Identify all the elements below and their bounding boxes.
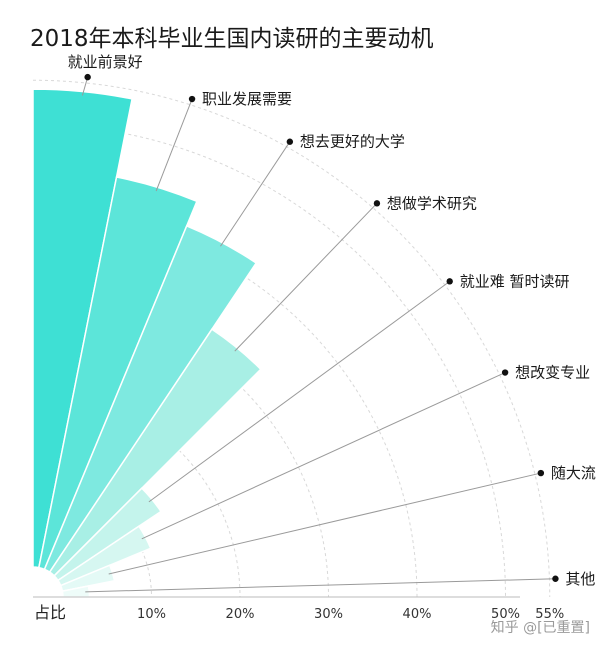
leader-line [148, 280, 450, 503]
category-label: 想改变专业 [515, 364, 590, 382]
label-dot [188, 95, 196, 103]
x-tick-label: 55% [535, 607, 564, 622]
label-dot [537, 469, 545, 477]
x-axis-label: 占比 [34, 603, 66, 622]
category-label: 想做学术研究 [387, 194, 477, 212]
category-label: 其他 [565, 570, 595, 588]
label-dot [373, 200, 381, 207]
category-label: 就业难 暂时读研 [460, 272, 570, 290]
leader-lines [81, 73, 559, 593]
bar-sector [56, 525, 152, 587]
bars [32, 88, 262, 598]
grid-arc [32, 212, 418, 598]
label-dot [446, 278, 453, 285]
bar-sector [37, 176, 198, 571]
bar-sector [59, 564, 116, 593]
grid-arc [32, 124, 506, 598]
category-label: 想去更好的大学 [300, 133, 405, 151]
label-dot [501, 369, 509, 376]
category-label: 就业前景好 [68, 53, 143, 71]
leader-line [108, 472, 541, 575]
x-tick-label: 40% [403, 607, 432, 622]
x-tick-label: 10% [137, 607, 166, 622]
leader-line [155, 98, 193, 192]
x-tick-labels: 10% 20% 30% 40% 50% 55% [137, 607, 564, 622]
leader-line [234, 202, 378, 352]
bar-sector [48, 328, 262, 577]
watermark: 知乎 @[已重置] [491, 619, 590, 636]
label-dot [84, 73, 91, 81]
category-label: 职业发展需要 [202, 90, 292, 108]
chart-title: 2018年本科毕业生国内读研的主要动机 [30, 26, 434, 52]
leader-line [141, 372, 506, 540]
bar-sector [43, 224, 258, 574]
leader-line [220, 141, 291, 247]
x-tick-label: 30% [314, 607, 343, 622]
x-tick-label: 50% [491, 607, 520, 622]
leader-line [85, 578, 556, 593]
label-dot [286, 138, 294, 145]
x-tick-label: 20% [226, 607, 255, 622]
bar-sector [32, 88, 133, 569]
grid-arc [32, 79, 551, 598]
bar-sector [53, 487, 163, 582]
label-dot [552, 575, 559, 582]
category-label: 随大流 [551, 464, 596, 482]
